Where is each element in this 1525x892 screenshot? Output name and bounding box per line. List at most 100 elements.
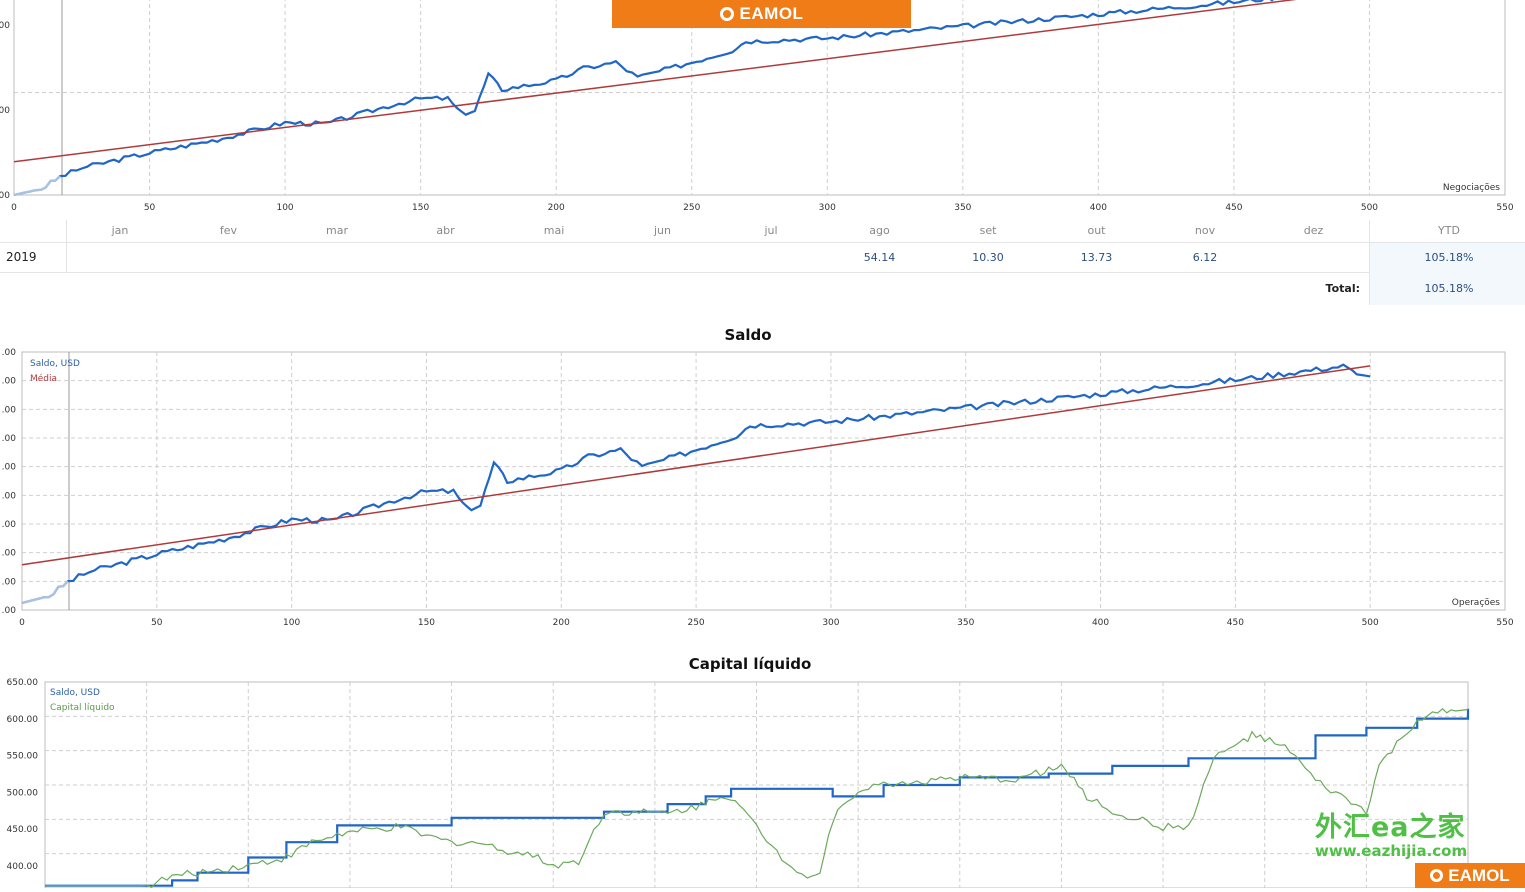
y-tick-label: .00 — [2, 549, 17, 559]
y-tick-label: .00 — [2, 577, 17, 587]
y-tick-label: 650.00 — [7, 678, 39, 688]
series-line-balance — [13, 0, 1370, 197]
month-header-abr: abr — [436, 224, 455, 237]
x-tick-label: 550 — [1496, 618, 1513, 628]
watermark-line2: www.eazhijia.com — [1315, 842, 1468, 860]
y-tick-label: 600.00 — [7, 715, 39, 725]
x-tick-label: 250 — [687, 618, 704, 628]
series-line-early — [13, 175, 61, 197]
watermark: 外汇ea之家 www.eazhijia.com — [1315, 805, 1485, 860]
x-tick-label: 150 — [418, 618, 435, 628]
month-header-jan: jan — [111, 224, 129, 237]
saldo-legend-average: Média — [30, 373, 57, 384]
y-tick-label: 550.00 — [7, 752, 39, 762]
table-header-row — [0, 220, 1525, 243]
month-header-nov: nov — [1194, 224, 1216, 237]
top-xlabel: Negociações — [1443, 183, 1500, 193]
equity-chart: 650.00 600.00 550.00 500.00 450.00 400.00 Sal… — [0, 675, 1525, 889]
x-tick-label: 400 — [1090, 203, 1107, 213]
equity-title: Capital líquido — [688, 655, 812, 673]
watermark-brand: EAMOL — [1448, 865, 1510, 885]
y-tick-label: .00 — [2, 348, 17, 358]
x-tick-label: 150 — [412, 203, 429, 213]
month-header-fev: fev — [219, 224, 238, 237]
month-header-out: out — [1087, 224, 1106, 237]
ytd-header: YTD — [1438, 224, 1460, 237]
banner-brand: EAMOL — [739, 4, 804, 23]
x-tick-label: 0 — [19, 618, 25, 628]
equity-legend-balance: Saldo, USD — [50, 688, 100, 698]
y-tick-label: 00 — [0, 106, 10, 116]
x-tick-label: 500 — [1362, 618, 1379, 628]
x-tick-label: 350 — [954, 203, 971, 213]
year-label: 2019 — [6, 250, 37, 264]
series-line-balance — [45, 708, 1470, 887]
month-header-jun: jun — [654, 224, 671, 237]
month-header-ago: ago — [869, 224, 890, 237]
x-tick-label: 50 — [144, 203, 156, 213]
series-line-early — [21, 580, 69, 605]
x-tick-label: 450 — [1225, 203, 1242, 213]
y-tick-label: .00 — [2, 377, 17, 387]
x-tick-label: 200 — [548, 203, 565, 213]
y-tick-label: .00 — [2, 606, 17, 616]
ytd-value: 105.18% — [1424, 251, 1474, 264]
y-tick-label: 400.00 — [7, 862, 39, 872]
series-line-balance — [21, 363, 1371, 605]
saldo-legend-balance: Saldo, USD — [30, 359, 80, 369]
x-tick-label: 100 — [276, 203, 293, 213]
plot-frame — [21, 351, 1506, 611]
x-tick-label: 300 — [822, 618, 839, 628]
x-tick-label: 350 — [957, 618, 974, 628]
month-value-out: 13.73 — [1080, 251, 1113, 264]
x-tick-label: 550 — [1496, 203, 1513, 213]
y-tick-label: 500.00 — [7, 788, 39, 798]
y-tick-label: .00 — [2, 491, 17, 501]
equity-legend-equity: Capital líquido — [50, 703, 115, 713]
x-tick-label: 200 — [553, 618, 570, 628]
month-header-jul: jul — [764, 224, 778, 237]
x-tick-label: 300 — [819, 203, 836, 213]
series-line-average — [13, 0, 1297, 163]
watermark-brand-badge: EAMOL — [1415, 863, 1525, 888]
x-tick-label: 50 — [151, 618, 163, 628]
month-value-set: 10.30 — [972, 251, 1004, 264]
x-tick-label: 400 — [1092, 618, 1109, 628]
month-header-set: set — [979, 224, 997, 237]
total-label: Total: — [1325, 282, 1360, 295]
series-line-equity — [45, 707, 1469, 888]
top-banner: EAMOL — [612, 0, 911, 28]
x-tick-label: 250 — [683, 203, 700, 213]
month-value-ago: 54.14 — [863, 251, 896, 264]
month-header-mai: mai — [543, 224, 565, 237]
saldo-chart-svg: 0 50 100 150 200 250 300 350 400 450 500 550 .00 .00.… — [2, 348, 1514, 628]
y-tick-label: .00 — [2, 434, 17, 444]
eamol-logo-icon — [1430, 869, 1444, 882]
watermark-line1: 外汇ea之家 — [1315, 812, 1466, 843]
month-value-nov: 6.12 — [1192, 251, 1218, 264]
saldo-title: Saldo — [724, 326, 772, 344]
eamol-logo-icon — [719, 7, 734, 21]
y-tick-label: 450.00 — [7, 825, 39, 835]
x-tick-label: 450 — [1227, 618, 1244, 628]
y-tick-label: .00 — [2, 520, 17, 530]
y-tick-label: 00 — [0, 191, 10, 201]
month-header-mar: mar — [326, 224, 348, 237]
series-line-average — [21, 365, 1371, 566]
x-tick-label: 500 — [1361, 203, 1378, 213]
y-tick-label: .00 — [2, 463, 17, 473]
plot-frame — [13, 0, 1506, 196]
table-year-row — [0, 243, 1525, 273]
x-tick-label: 0 — [11, 203, 17, 213]
top-chart: 0 50 100 150 200 250 300 350 400 450 500 550 00 00 00 … — [0, 0, 1525, 215]
equity-chart-svg: 650.00 600.00 550.00 500.00 450.00 400.00 Sal… — [7, 678, 1470, 889]
saldo-chart: 0 50 100 150 200 250 300 350 400 450 500 550 .00 .00.… — [0, 345, 1525, 635]
returns-table: jan fev mar abr mai jun jul ago set out nov dez YTD… — [0, 220, 1525, 305]
y-tick-label: .00 — [2, 405, 17, 415]
top-chart-svg: 0 50 100 150 200 250 300 350 400 450 500 550000000 … — [0, 0, 1514, 213]
x-tick-label: 100 — [283, 618, 300, 628]
ytd-cell-bg — [1370, 243, 1525, 305]
total-value: 105.18% — [1424, 282, 1474, 295]
month-header-dez: dez — [1303, 224, 1324, 237]
saldo-xlabel: Operações — [1452, 598, 1501, 608]
